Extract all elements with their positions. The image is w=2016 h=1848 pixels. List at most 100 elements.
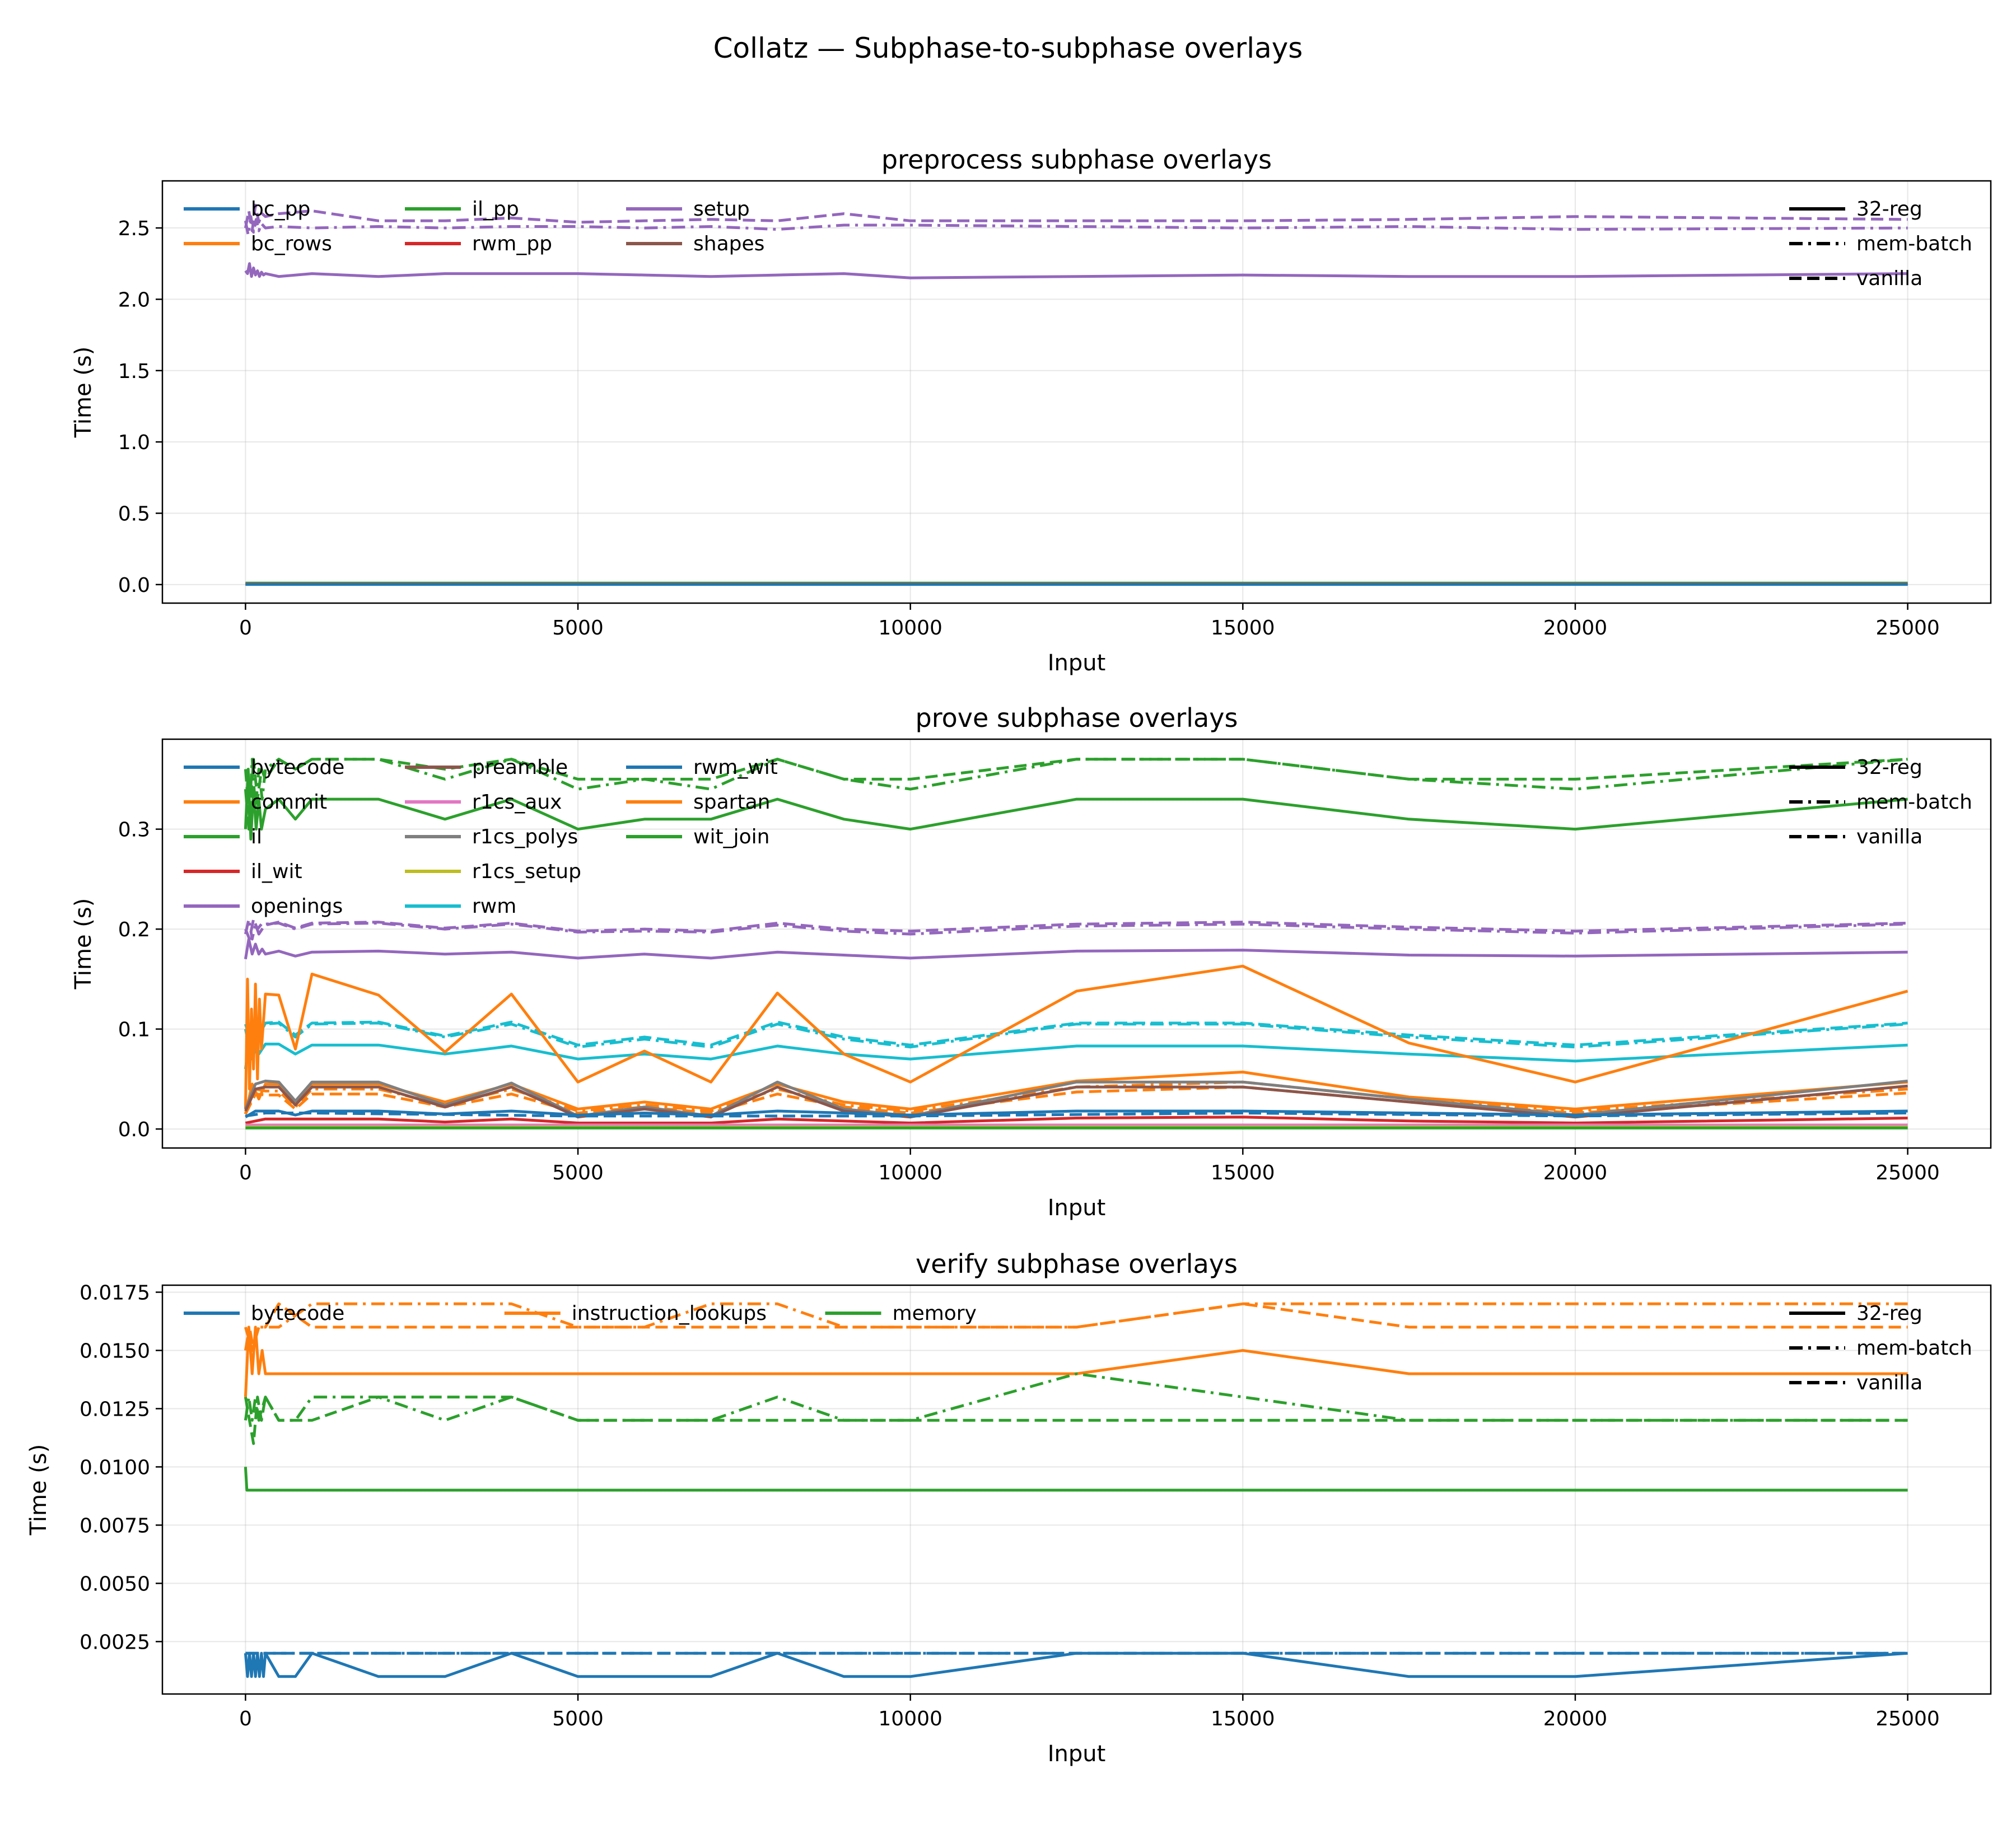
- y-tick-label: 0.3: [118, 819, 150, 842]
- legend-label-il: il: [251, 825, 262, 848]
- legend-label-rwm: rwm: [472, 895, 516, 918]
- style-label-32-reg: 32-reg: [1856, 756, 1922, 779]
- legend-label-rwm_wit: rwm_wit: [693, 756, 778, 779]
- legend-label-bc_pp: bc_pp: [251, 198, 310, 221]
- x-tick-label: 25000: [1875, 1161, 1940, 1184]
- style-label-32-reg: 32-reg: [1856, 1302, 1922, 1325]
- style-label-vanilla: vanilla: [1856, 1371, 1922, 1394]
- y-tick-label: 1.5: [118, 360, 150, 383]
- legend-label-wit_join: wit_join: [693, 825, 769, 848]
- legend-label-bytecode: bytecode: [251, 756, 344, 779]
- panel-3: 0 5000 10000 15000 20000 25000 0.0025 0.0050 0.0…: [26, 1249, 1992, 1767]
- x-tick-label: 5000: [552, 617, 604, 640]
- y-tick-label: 1.0: [118, 431, 150, 454]
- style-legend: 32-reg mem-batch vanilla: [1789, 756, 1972, 848]
- legend-label-r1cs_polys: r1cs_polys: [472, 825, 578, 848]
- x-axis-label: Input: [1048, 1195, 1106, 1221]
- panel-title: preprocess subphase overlays: [881, 144, 1272, 175]
- line-openings-32-reg: [244, 937, 1908, 960]
- line-memory-mem-batch: [244, 1372, 1908, 1422]
- line-setup-32-reg: [244, 262, 1908, 279]
- x-tick-label: 0: [239, 1707, 252, 1730]
- y-tick-label: 0.2: [118, 918, 150, 941]
- series-legend: bytecode commit il il_wit openings preamble r1…: [184, 756, 778, 918]
- series-legend: bytecode instruction_lookups memory: [184, 1302, 977, 1325]
- y-tick-label: 0.0175: [80, 1281, 150, 1304]
- line-rwm_wit-32-reg: [245, 1112, 1908, 1118]
- x-tick-label: 10000: [878, 1161, 942, 1184]
- line-openings-vanilla: [244, 917, 1908, 941]
- legend-label-il_wit: il_wit: [251, 860, 302, 883]
- x-tick-label: 10000: [878, 617, 942, 640]
- y-tick-label: 2.0: [118, 288, 150, 311]
- y-tick-label: 0.0150: [80, 1340, 150, 1362]
- x-tick-label: 20000: [1543, 1707, 1608, 1730]
- style-label-vanilla: vanilla: [1856, 825, 1922, 848]
- style-label-32-reg: 32-reg: [1856, 198, 1922, 221]
- legend-label-r1cs_aux: r1cs_aux: [472, 791, 562, 814]
- legend-label-instruction_lookups: instruction_lookups: [572, 1302, 767, 1325]
- x-tick-label: 15000: [1211, 617, 1275, 640]
- y-tick-label: 0.0050: [80, 1572, 150, 1595]
- series-lines: [244, 203, 1908, 586]
- figure-title: Collatz — Subphase-to-subphase overlays: [713, 32, 1303, 64]
- y-axis-label: Time (s): [71, 347, 96, 438]
- line-bytecode-32-reg: [244, 1651, 1908, 1678]
- x-tick-label: 25000: [1875, 617, 1940, 640]
- line-setup-mem-batch: [244, 215, 1908, 237]
- line-rwm-vanilla: [244, 1020, 1908, 1047]
- legend-label-bytecode: bytecode: [251, 1302, 344, 1325]
- x-tick-label: 5000: [552, 1707, 604, 1730]
- y-axis-label: Time (s): [26, 1444, 52, 1536]
- y-tick-label: 0.0: [118, 1118, 150, 1141]
- line-il-32-reg: [244, 768, 1908, 841]
- style-legend: 32-reg mem-batch vanilla: [1789, 1302, 1972, 1394]
- x-axis-label: Input: [1048, 650, 1106, 676]
- panel-2: 0 5000 10000 15000 20000 25000 0.0 0.1 0.2 0.3 pro…: [71, 703, 1992, 1221]
- line-memory-32-reg: [244, 1467, 1908, 1492]
- line-il-vanilla: [244, 758, 1908, 821]
- line-memory-vanilla: [244, 1396, 1908, 1445]
- line-rwm-32-reg: [244, 1042, 1908, 1070]
- legend-label-openings: openings: [251, 895, 343, 918]
- line-instruction_lookups-mem-batch: [244, 1302, 1908, 1352]
- panel-title: verify subphase overlays: [916, 1249, 1238, 1279]
- x-tick-label: 10000: [878, 1707, 942, 1730]
- panel-title: prove subphase overlays: [916, 703, 1238, 733]
- legend-label-shapes: shapes: [693, 232, 764, 255]
- line-il_wit-32-reg: [245, 1116, 1908, 1124]
- legend-label-rwm_pp: rwm_pp: [472, 232, 552, 255]
- y-axis-label: Time (s): [71, 898, 96, 990]
- panel-1: 0 5000 10000 15000 20000 25000 0.0 0.5 1.0 1.5 2.0…: [71, 144, 1992, 676]
- x-tick-label: 15000: [1211, 1707, 1275, 1730]
- y-tick-label: 0.0100: [80, 1456, 150, 1479]
- style-legend: 32-reg mem-batch vanilla: [1789, 198, 1972, 290]
- y-tick-label: 0.0125: [80, 1398, 150, 1421]
- line-instruction_lookups-vanilla: [244, 1302, 1908, 1352]
- y-tick-label: 0.1: [118, 1019, 150, 1042]
- y-tick-label: 2.5: [118, 217, 150, 240]
- y-tick-label: 0.5: [118, 503, 150, 526]
- y-tick-label: 0.0075: [80, 1514, 150, 1537]
- line-commit-32-reg: [244, 1070, 1908, 1114]
- line-openings-mem-batch: [244, 917, 1908, 941]
- x-tick-label: 20000: [1543, 617, 1608, 640]
- x-tick-label: 0: [239, 617, 252, 640]
- style-label-mem-batch: mem-batch: [1856, 1337, 1972, 1360]
- legend-label-preamble: preamble: [472, 756, 568, 779]
- x-tick-label: 15000: [1211, 1161, 1275, 1184]
- series-legend: bc_pp bc_rows il_pp rwm_pp setup shapes: [184, 198, 764, 255]
- axes-frame: [161, 180, 1992, 604]
- x-tick-label: 5000: [552, 1161, 604, 1184]
- x-tick-label: 0: [239, 1161, 252, 1184]
- legend-label-spartan: spartan: [693, 791, 770, 814]
- legend-label-il_pp: il_pp: [472, 198, 519, 221]
- legend-label-setup: setup: [693, 198, 750, 221]
- style-label-mem-batch: mem-batch: [1856, 791, 1972, 814]
- style-label-vanilla: vanilla: [1856, 267, 1922, 290]
- x-tick-label: 25000: [1875, 1707, 1940, 1730]
- line-setup-vanilla: [244, 203, 1908, 232]
- legend-label-commit: commit: [251, 791, 327, 814]
- line-instruction_lookups-32-reg: [244, 1326, 1908, 1397]
- axes-frame: [161, 1284, 1992, 1695]
